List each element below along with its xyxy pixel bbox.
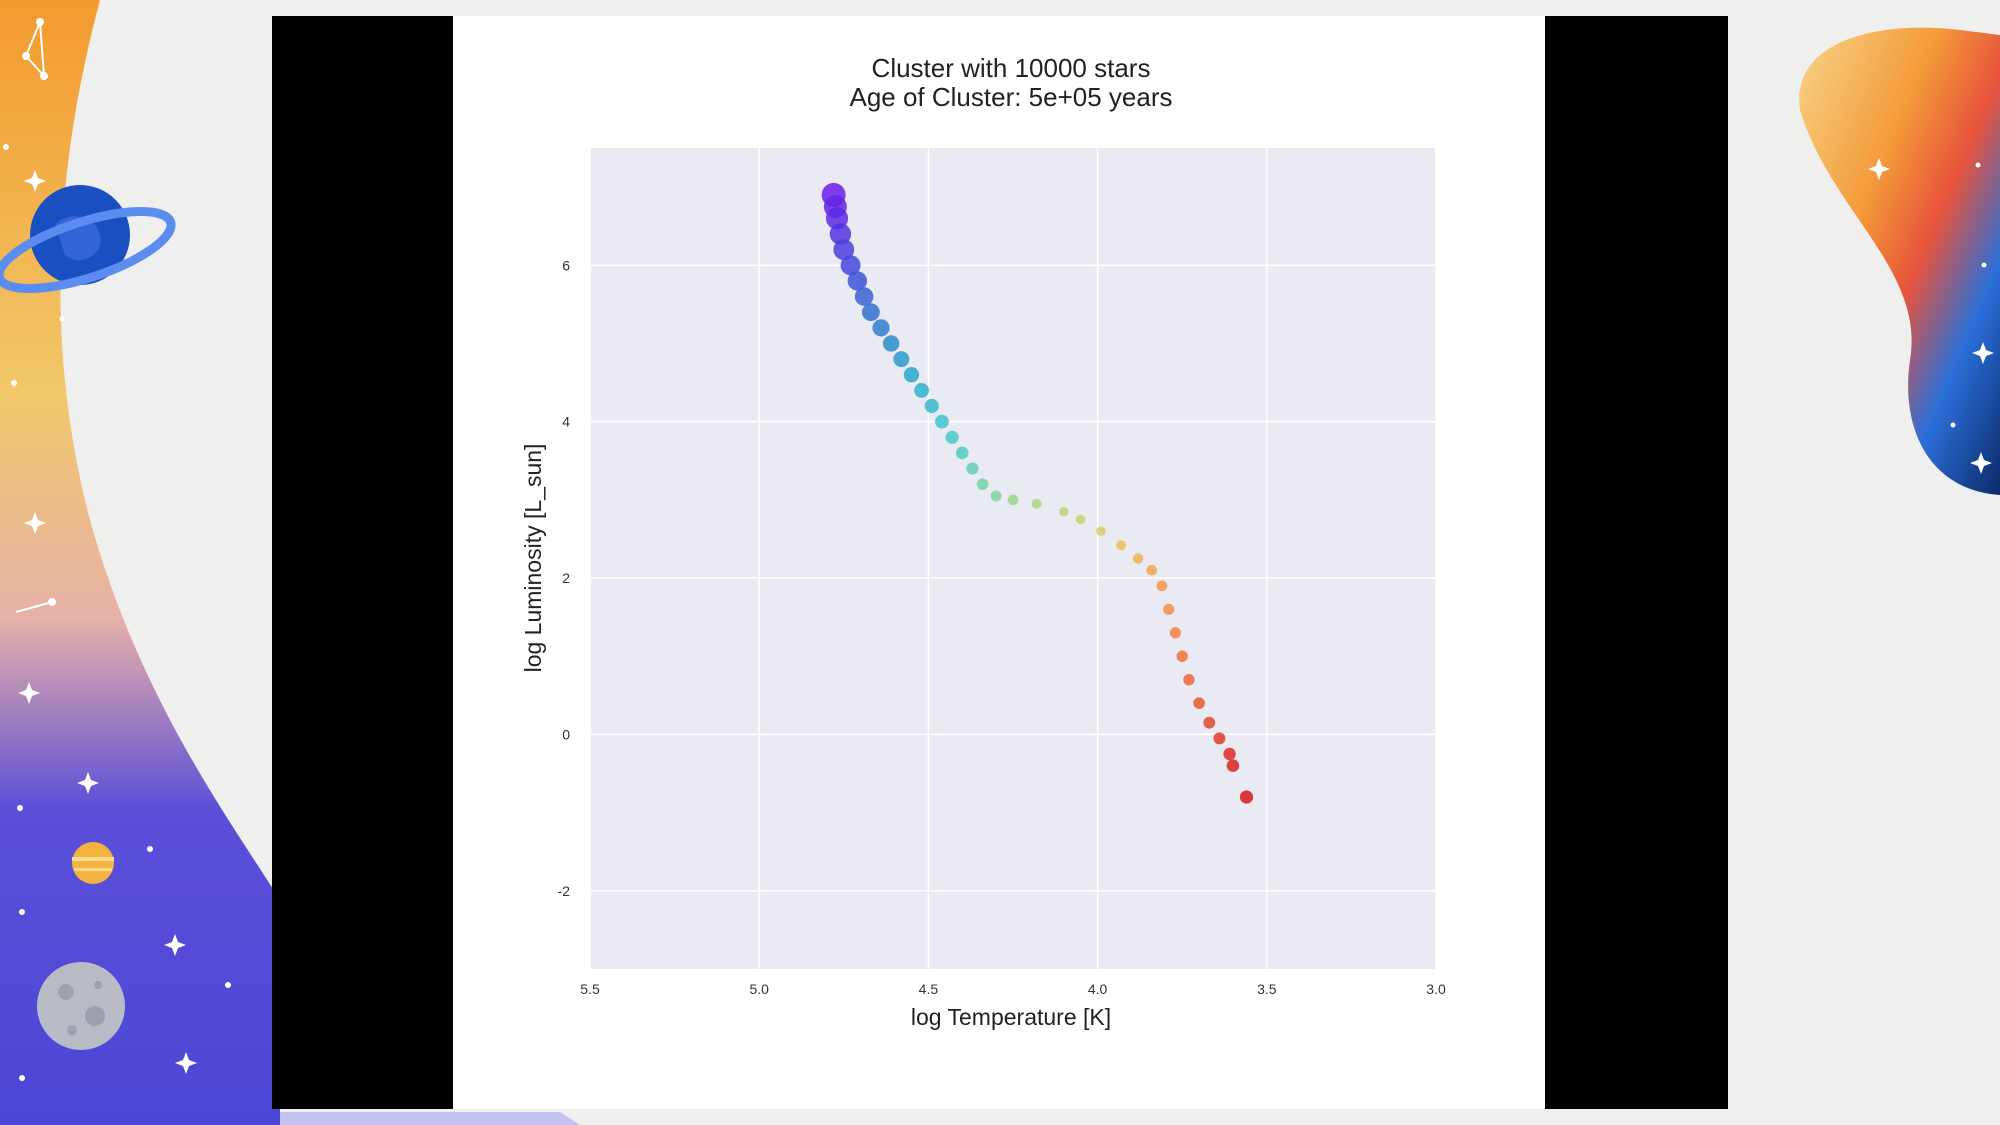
star-point [893, 351, 910, 368]
hr-diagram-chart: Cluster with 10000 stars Age of Cluster:… [520, 53, 1446, 1030]
y-tick-label: -2 [558, 883, 571, 899]
x-tick-label: 3.5 [1257, 981, 1277, 997]
star-point [1169, 627, 1182, 639]
wave-shape [0, 0, 280, 1125]
sparkle-icon [3, 144, 1994, 1081]
star-point [847, 271, 868, 291]
star-point [829, 223, 852, 245]
y-axis-label: log Luminosity [L_sun] [520, 444, 546, 673]
star-point [840, 255, 861, 276]
y-tick-label: 0 [562, 726, 570, 742]
star-point [1007, 494, 1019, 506]
star-point [1058, 506, 1069, 517]
star-point [966, 462, 979, 475]
x-tick-label: 3.0 [1426, 981, 1446, 997]
star-point [1213, 732, 1226, 745]
constellation-icon [15, 18, 56, 613]
star-point [1031, 498, 1042, 509]
chart-title: Cluster with 10000 stars [872, 53, 1151, 83]
star-point [945, 430, 959, 444]
star-point [1156, 580, 1168, 592]
star-point [990, 490, 1002, 502]
star-point [1203, 716, 1216, 729]
star-point [1116, 540, 1127, 551]
star-point [976, 478, 989, 491]
slide-frame: Cluster with 10000 stars Age of Cluster:… [272, 16, 1728, 1109]
y-tick-label: 4 [562, 414, 570, 430]
star-point [872, 319, 890, 337]
star-point [1146, 564, 1158, 576]
star-point [1176, 650, 1188, 662]
star-point [854, 287, 874, 306]
star-point [955, 446, 969, 460]
moon-icon [37, 962, 125, 1050]
star-point [914, 382, 930, 398]
star-point [1239, 790, 1254, 804]
star-point [924, 398, 939, 414]
star-point [935, 414, 949, 429]
plot-area [590, 148, 1436, 969]
ringed-planet-icon [0, 185, 176, 294]
star-point [1096, 526, 1106, 536]
wave-shape [1799, 27, 2000, 495]
x-tick-label: 4.0 [1088, 981, 1108, 997]
x-tick-label: 5.0 [749, 981, 769, 997]
star-point [861, 303, 880, 322]
y-tick-label: 2 [562, 570, 570, 586]
x-axis-label: log Temperature [K] [911, 1004, 1111, 1030]
star-point [833, 239, 855, 261]
x-tick-label: 4.5 [919, 981, 939, 997]
x-tick-label: 5.5 [580, 981, 600, 997]
figure-canvas: Cluster with 10000 stars Age of Cluster:… [453, 16, 1545, 1109]
chart-subtitle: Age of Cluster: 5e+05 years [849, 82, 1172, 112]
star-point [1193, 697, 1205, 709]
striped-planet-icon [72, 842, 114, 884]
star-point [882, 335, 900, 352]
star-point [1226, 759, 1240, 773]
y-tick-label: 6 [562, 257, 570, 273]
star-point [1183, 673, 1195, 686]
star-point [1075, 514, 1086, 525]
star-point [1133, 553, 1144, 564]
star-point [1163, 603, 1175, 615]
star-point [903, 367, 920, 383]
star-point [1223, 747, 1236, 761]
